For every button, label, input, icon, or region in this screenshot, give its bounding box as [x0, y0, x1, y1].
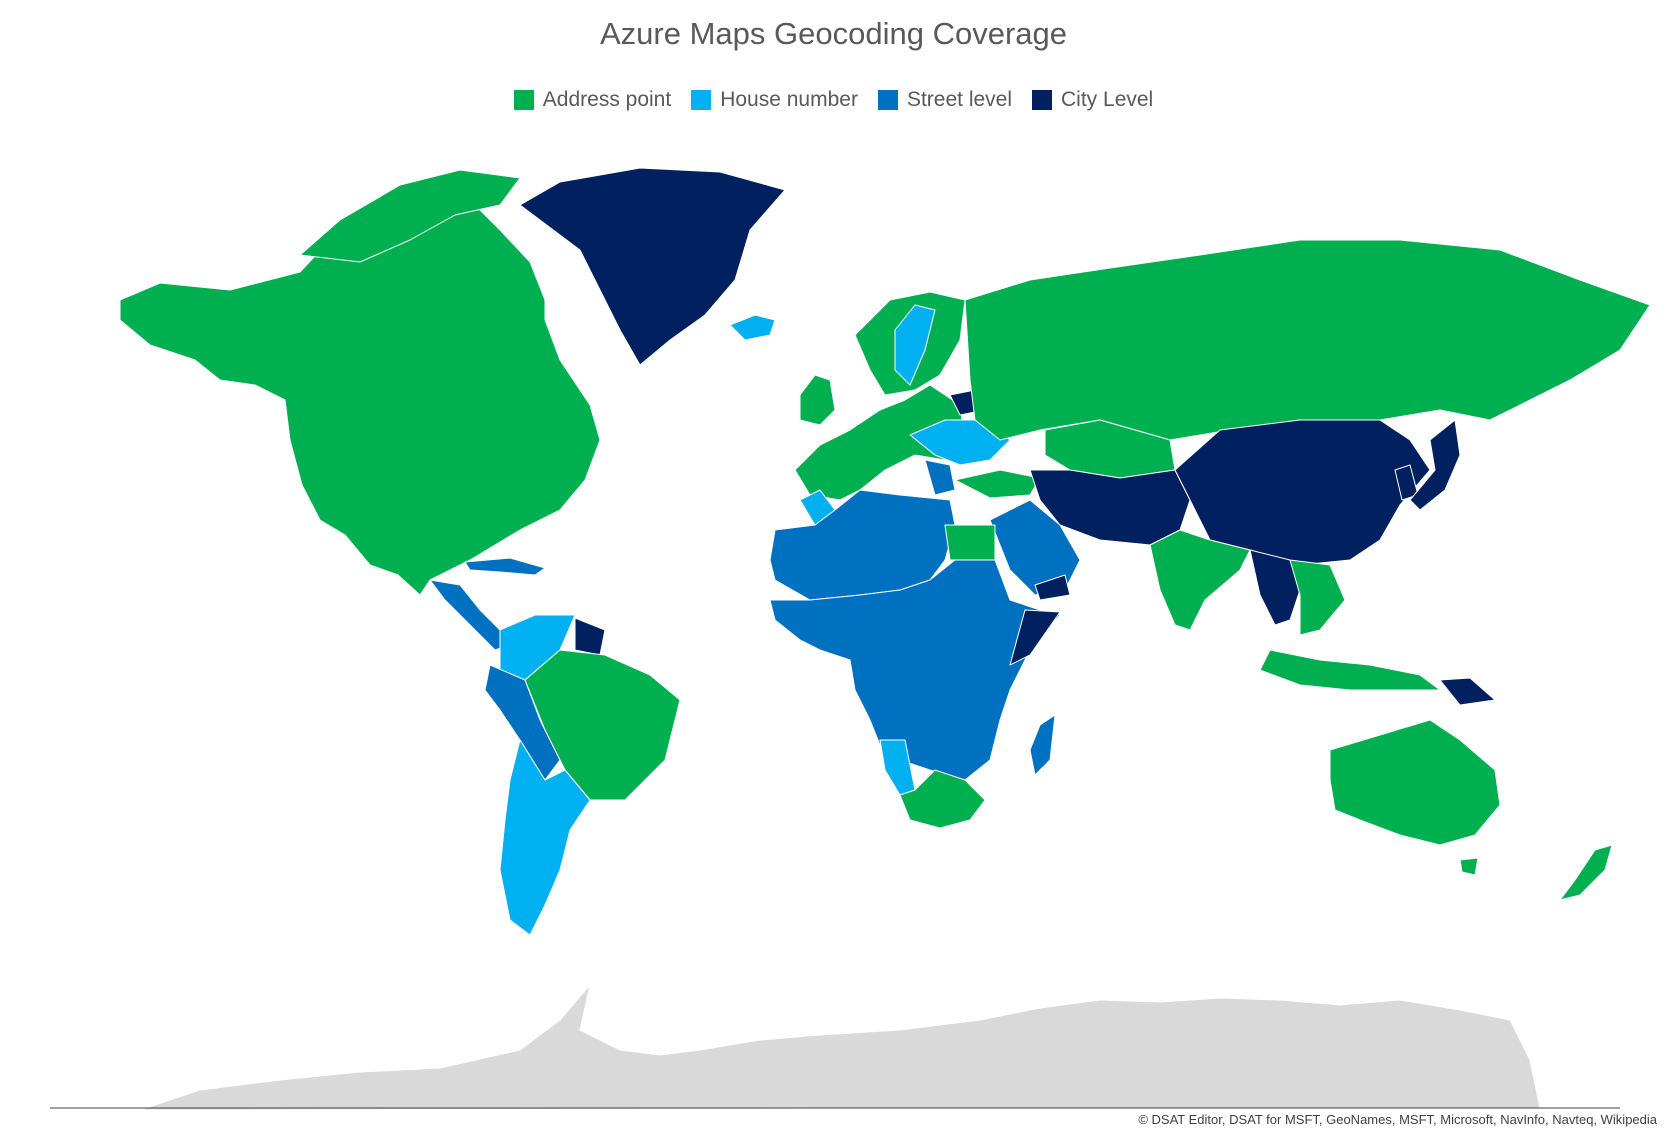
- legend-item-address-point[interactable]: Address point: [513, 88, 672, 112]
- legend-label: City Level: [1061, 88, 1154, 111]
- attribution-credit: © DSAT Editor, DSAT for MSFT, GeoNames, …: [1138, 1112, 1657, 1127]
- region-egypt[interactable]: [944, 524, 996, 561]
- region-balkans[interactable]: [924, 459, 956, 496]
- legend-swatch-street-level: [877, 90, 898, 110]
- region-papua-new-guinea[interactable]: [1439, 677, 1496, 706]
- region-somalia[interactable]: [1009, 609, 1061, 666]
- region-antarctica[interactable]: [139, 984, 1541, 1111]
- region-canadian-arctic-islands[interactable]: [299, 169, 521, 263]
- legend-item-city-level[interactable]: City Level: [1032, 88, 1153, 112]
- region-india[interactable]: [1149, 529, 1251, 631]
- region-greenland[interactable]: [519, 167, 786, 366]
- region-central-america[interactable]: [429, 579, 511, 651]
- legend-item-street-level[interactable]: Street level: [877, 88, 1013, 112]
- region-southern-africa[interactable]: [899, 769, 986, 829]
- region-australia[interactable]: [1329, 719, 1501, 846]
- legend-swatch-house-number: [691, 90, 712, 110]
- region-africa-north[interactable]: [769, 489, 956, 601]
- region-guianas[interactable]: [574, 617, 606, 656]
- legend-label: Street level: [906, 88, 1013, 111]
- legend-swatch-address-point: [513, 90, 534, 110]
- region-uk-ireland[interactable]: [799, 374, 836, 426]
- region-japan[interactable]: [1409, 419, 1461, 511]
- region-yemen[interactable]: [1034, 574, 1071, 601]
- legend: Address point House number Street level …: [0, 88, 1667, 112]
- region-caribbean[interactable]: [464, 557, 546, 576]
- region-indonesia[interactable]: [1259, 649, 1441, 691]
- region-arabia[interactable]: [989, 499, 1081, 596]
- legend-label: Address point: [542, 88, 672, 111]
- legend-swatch-city-level: [1032, 90, 1053, 110]
- region-russia[interactable]: [964, 239, 1651, 441]
- region-madagascar[interactable]: [1029, 714, 1056, 776]
- region-brazil[interactable]: [524, 649, 681, 801]
- region-turkey[interactable]: [954, 469, 1041, 499]
- legend-item-house-number[interactable]: House number: [691, 88, 858, 112]
- region-new-zealand[interactable]: [1559, 844, 1613, 901]
- region-tasmania[interactable]: [1459, 857, 1479, 876]
- region-eastern-europe-house[interactable]: [909, 419, 1011, 466]
- region-africa-central-east[interactable]: [769, 559, 1061, 781]
- map-title: Azure Maps Geocoding Coverage: [600, 16, 1067, 51]
- region-southeast-asia[interactable]: [1289, 559, 1346, 636]
- legend-label: House number: [720, 88, 858, 111]
- region-sweden[interactable]: [894, 304, 936, 386]
- region-iceland[interactable]: [729, 314, 776, 341]
- region-argentina-chile[interactable]: [499, 739, 591, 936]
